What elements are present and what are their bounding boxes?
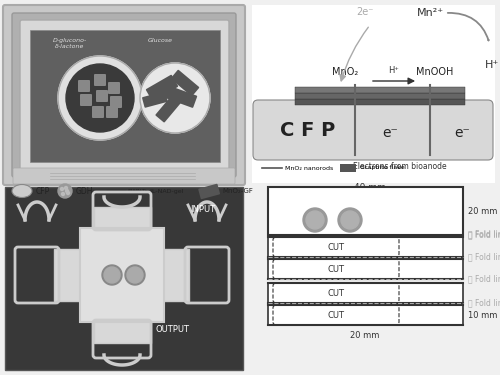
FancyBboxPatch shape — [30, 30, 220, 162]
FancyBboxPatch shape — [13, 168, 235, 184]
FancyBboxPatch shape — [268, 283, 463, 303]
Text: 2e⁻: 2e⁻ — [356, 7, 374, 17]
Circle shape — [66, 189, 68, 192]
FancyBboxPatch shape — [106, 106, 118, 118]
FancyBboxPatch shape — [92, 106, 104, 118]
Circle shape — [341, 211, 359, 229]
Circle shape — [66, 64, 134, 132]
FancyBboxPatch shape — [3, 5, 245, 185]
Text: CUT: CUT — [328, 264, 344, 273]
Text: Electrons from bioanode: Electrons from bioanode — [353, 162, 447, 171]
Circle shape — [66, 192, 70, 195]
FancyBboxPatch shape — [110, 96, 122, 108]
FancyBboxPatch shape — [156, 95, 181, 123]
Text: D-glucono-
δ-lactone: D-glucono- δ-lactone — [53, 38, 87, 49]
FancyBboxPatch shape — [171, 70, 199, 96]
Circle shape — [125, 265, 145, 285]
Text: C F P: C F P — [280, 120, 335, 140]
FancyBboxPatch shape — [142, 91, 168, 108]
Circle shape — [58, 184, 72, 198]
FancyBboxPatch shape — [273, 283, 399, 303]
FancyBboxPatch shape — [12, 13, 236, 177]
FancyBboxPatch shape — [273, 305, 399, 325]
FancyBboxPatch shape — [268, 237, 463, 257]
Text: CUT: CUT — [328, 310, 344, 320]
FancyBboxPatch shape — [268, 305, 463, 325]
Text: ᗒ Fold line: ᗒ Fold line — [468, 252, 500, 261]
Text: MnO₂: MnO₂ — [332, 67, 358, 77]
Text: MnOOH: MnOOH — [416, 67, 454, 77]
FancyBboxPatch shape — [5, 187, 243, 370]
Text: ᗒ Fold line: ᗒ Fold line — [468, 298, 500, 307]
FancyArrowPatch shape — [448, 13, 488, 40]
Circle shape — [60, 188, 64, 190]
FancyBboxPatch shape — [96, 90, 108, 102]
Text: ᗑ Fold line: ᗑ Fold line — [468, 274, 500, 284]
Text: MnO₂ nanorods: MnO₂ nanorods — [285, 165, 333, 171]
Circle shape — [127, 267, 143, 283]
Text: e⁻: e⁻ — [454, 126, 470, 140]
Circle shape — [104, 267, 120, 283]
Text: Glucose: Glucose — [148, 38, 172, 43]
Text: MnO₂-GF: MnO₂-GF — [222, 188, 253, 194]
FancyBboxPatch shape — [340, 164, 356, 172]
FancyBboxPatch shape — [157, 249, 189, 301]
Text: H⁺: H⁺ — [388, 66, 400, 75]
FancyBboxPatch shape — [20, 20, 229, 170]
FancyBboxPatch shape — [163, 85, 197, 108]
FancyBboxPatch shape — [78, 80, 90, 92]
FancyBboxPatch shape — [54, 249, 86, 301]
Text: 40 mm: 40 mm — [354, 183, 386, 192]
Text: CFP: CFP — [36, 186, 50, 195]
Text: 10 mm: 10 mm — [468, 310, 498, 320]
Circle shape — [303, 208, 327, 232]
Circle shape — [64, 186, 68, 189]
Text: GDH: GDH — [76, 186, 94, 195]
FancyBboxPatch shape — [80, 228, 164, 322]
Ellipse shape — [12, 184, 32, 198]
FancyBboxPatch shape — [295, 99, 465, 105]
FancyBboxPatch shape — [108, 82, 120, 94]
Text: INPUT: INPUT — [190, 206, 215, 214]
Text: ᗑ Fold line: ᗑ Fold line — [468, 230, 500, 238]
Circle shape — [338, 208, 362, 232]
Circle shape — [58, 56, 142, 140]
FancyBboxPatch shape — [273, 259, 399, 279]
FancyBboxPatch shape — [295, 93, 465, 99]
Circle shape — [62, 192, 64, 195]
Text: ᗑ Fold line: ᗑ Fold line — [468, 231, 500, 240]
FancyBboxPatch shape — [146, 75, 178, 101]
Text: e⁻: e⁻ — [382, 126, 398, 140]
Text: Mn²⁺: Mn²⁺ — [416, 8, 444, 18]
FancyBboxPatch shape — [198, 184, 220, 199]
Text: 20 mm: 20 mm — [350, 331, 380, 340]
FancyBboxPatch shape — [94, 207, 151, 234]
Text: OUTPUT: OUTPUT — [155, 326, 189, 334]
Circle shape — [140, 63, 210, 133]
FancyBboxPatch shape — [268, 259, 463, 279]
FancyBboxPatch shape — [295, 87, 465, 93]
FancyBboxPatch shape — [94, 316, 151, 343]
Text: 20 mm: 20 mm — [468, 207, 498, 216]
Text: CUT: CUT — [328, 288, 344, 297]
Circle shape — [306, 211, 324, 229]
FancyBboxPatch shape — [80, 94, 92, 106]
Text: H⁺: H⁺ — [485, 60, 499, 70]
FancyBboxPatch shape — [94, 74, 106, 86]
FancyBboxPatch shape — [273, 237, 399, 257]
FancyBboxPatch shape — [252, 5, 495, 183]
Text: Graphite flake: Graphite flake — [360, 165, 405, 171]
Circle shape — [102, 265, 122, 285]
FancyBboxPatch shape — [253, 100, 493, 160]
FancyBboxPatch shape — [268, 187, 463, 235]
Text: SWNTs-IL-NAD-gel: SWNTs-IL-NAD-gel — [128, 189, 184, 194]
Text: CUT: CUT — [328, 243, 344, 252]
